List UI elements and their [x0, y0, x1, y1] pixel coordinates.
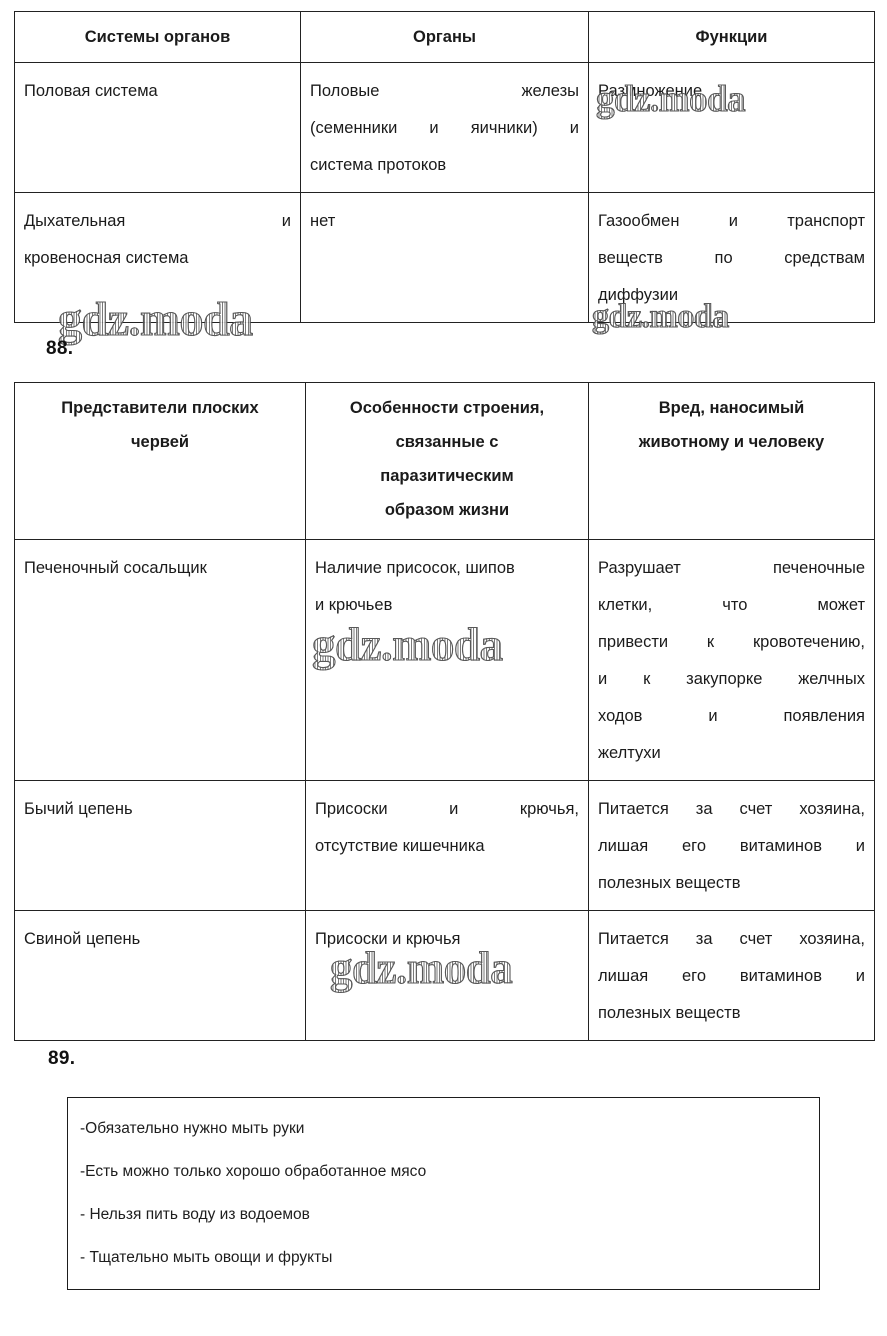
cell-representative-liver-fluke: Печеночный сосальщик — [14, 539, 306, 781]
cell-features-bovine-tapeworm: Присоски и крючья, отсутствие кишечника — [305, 780, 589, 911]
cell-line: Газообмен и транспорт — [598, 212, 865, 230]
cell-line: отсутствие кишечника — [315, 837, 485, 855]
cell-line: лишая его витаминов и — [598, 837, 865, 855]
column-header-functions: Функции — [588, 11, 875, 63]
header-line: червей — [130, 433, 190, 451]
cell-line: желтухи — [598, 744, 661, 762]
section-number-88: 88. — [46, 338, 74, 359]
header-line: Вред, наносимый — [658, 399, 805, 417]
header-line: Особенности строения, — [349, 399, 545, 417]
column-header-structural-features: Особенности строения, связанные с парази… — [305, 382, 589, 540]
cell-line: ходов и появления — [598, 707, 865, 725]
column-header-representatives: Представители плоских червей — [14, 382, 306, 540]
cell-line: (семенники и яичники) и — [310, 119, 579, 137]
cell-line: Половые железы — [310, 82, 579, 100]
cell-representative-pork-tapeworm: Свиной цепень — [14, 910, 306, 1041]
cell-functions-respiratory-circulatory: Газообмен и транспорт веществ по средств… — [588, 192, 875, 323]
cell-line: веществ по средствам — [598, 249, 865, 267]
column-header-organ-systems: Системы органов — [14, 11, 301, 63]
cell-representative-bovine-tapeworm: Бычий цепень — [14, 780, 306, 911]
cell-line: диффузии — [598, 286, 679, 304]
cell-system-respiratory-circulatory: Дыхательная и кровеносная система — [14, 192, 301, 323]
header-line: образом жизни — [384, 501, 510, 519]
table-row: Печеночный сосальщик Наличие присосок, ш… — [14, 539, 875, 781]
header-line: связанные с — [395, 433, 499, 451]
table-header-row: Системы органов Органы Функции — [14, 11, 875, 63]
cell-line: Разрушает печеночные — [598, 559, 865, 577]
cell-line: привести к кровотечению, — [598, 633, 865, 651]
column-header-harm: Вред, наносимый животному и человеку — [588, 382, 875, 540]
cell-line: лишая его витаминов и — [598, 967, 865, 985]
answer-line: - Нельзя пить воду из водоемов — [80, 1206, 310, 1223]
answer-line: -Есть можно только хорошо обработанное м… — [80, 1163, 427, 1180]
cell-line: система протоков — [310, 156, 447, 174]
table-row: Бычий цепень Присоски и крючья, отсутств… — [14, 780, 875, 911]
section-number-89: 89. — [48, 1048, 76, 1069]
cell-line: полезных веществ — [598, 1004, 741, 1022]
table-header-row: Представители плоских червей Особенности… — [14, 382, 875, 540]
cell-harm-bovine-tapeworm: Питается за счет хозяина, лишая его вита… — [588, 780, 875, 911]
cell-line: Питается за счет хозяина, — [598, 800, 865, 818]
cell-line: и к закупорке желчных — [598, 670, 865, 688]
header-line: Представители плоских — [61, 399, 259, 417]
table-organ-systems: Системы органов Органы Функции Половая с… — [14, 11, 875, 323]
cell-line: Наличие присосок, шипов — [315, 559, 515, 577]
cell-harm-pork-tapeworm: Питается за счет хозяина, лишая его вита… — [588, 910, 875, 1041]
table-flatworms: Представители плоских червей Особенности… — [14, 382, 875, 1041]
cell-harm-liver-fluke: Разрушает печеночные клетки, что может п… — [588, 539, 875, 781]
cell-organs-respiratory-circulatory: нет — [300, 192, 589, 323]
column-header-organs: Органы — [300, 11, 589, 63]
cell-line: кровеносная система — [24, 249, 189, 267]
cell-line: Дыхательная и — [24, 212, 291, 230]
cell-line: клетки, что может — [598, 596, 865, 614]
cell-organs-reproductive: Половые железы (семенники и яичники) и с… — [300, 62, 589, 193]
table-row: Свиной цепень Присоски и крючья Питается… — [14, 910, 875, 1041]
answer-box-89: -Обязательно нужно мыть руки -Есть можно… — [67, 1097, 820, 1290]
table-row: Половая система Половые железы (семенник… — [14, 62, 875, 193]
cell-system-reproductive: Половая система — [14, 62, 301, 193]
cell-line: Присоски и крючья, — [315, 800, 579, 818]
cell-features-liver-fluke: Наличие присосок, шипов и крючьев — [305, 539, 589, 781]
header-line: паразитическим — [380, 467, 514, 485]
cell-line: полезных веществ — [598, 874, 741, 892]
cell-features-pork-tapeworm: Присоски и крючья — [305, 910, 589, 1041]
answer-line: -Обязательно нужно мыть руки — [80, 1120, 305, 1137]
table-row: Дыхательная и кровеносная система нет Га… — [14, 192, 875, 323]
cell-line: и крючьев — [315, 596, 393, 614]
answer-line: - Тщательно мыть овощи и фрукты — [80, 1249, 333, 1266]
header-line: животному и человеку — [638, 433, 825, 451]
cell-functions-reproductive: Размножение — [588, 62, 875, 193]
cell-line: Питается за счет хозяина, — [598, 930, 865, 948]
